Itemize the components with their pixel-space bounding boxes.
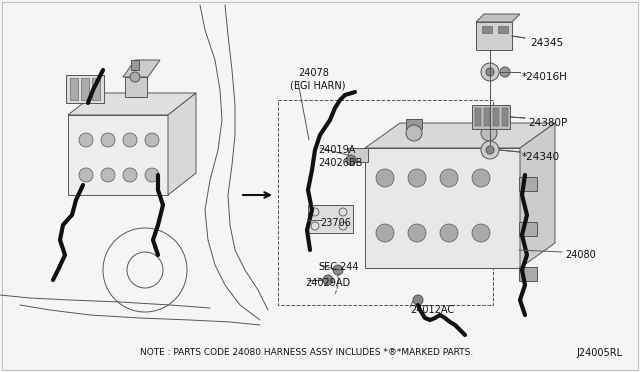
Circle shape	[123, 168, 137, 182]
Polygon shape	[520, 123, 555, 268]
Polygon shape	[365, 123, 555, 148]
Circle shape	[145, 133, 159, 147]
Text: 24380P: 24380P	[528, 118, 567, 128]
Bar	[131, 60, 139, 70]
Text: 24012AC: 24012AC	[410, 305, 454, 315]
Text: 24345: 24345	[530, 38, 563, 48]
Circle shape	[101, 168, 115, 182]
Circle shape	[472, 169, 490, 187]
Polygon shape	[476, 14, 520, 22]
Polygon shape	[68, 93, 196, 115]
Bar	[502, 108, 508, 126]
Circle shape	[481, 141, 499, 159]
Bar	[476, 22, 512, 50]
Circle shape	[376, 169, 394, 187]
Text: SEC.244: SEC.244	[318, 262, 358, 272]
Circle shape	[481, 63, 499, 81]
Circle shape	[323, 275, 333, 285]
Circle shape	[123, 133, 137, 147]
Circle shape	[500, 67, 510, 77]
Bar	[519, 267, 537, 281]
Circle shape	[79, 133, 93, 147]
Bar	[519, 222, 537, 236]
Circle shape	[413, 295, 423, 305]
Text: J24005RL: J24005RL	[576, 348, 622, 358]
Text: NOTE : PARTS CODE 24080 HARNESS ASSY INCLUDES *®*MARKED PARTS.: NOTE : PARTS CODE 24080 HARNESS ASSY INC…	[140, 348, 473, 357]
Polygon shape	[365, 148, 520, 268]
Text: *24340: *24340	[522, 152, 560, 162]
Circle shape	[333, 265, 343, 275]
Circle shape	[346, 155, 356, 165]
Circle shape	[486, 68, 494, 76]
Circle shape	[406, 125, 422, 141]
Text: 24026BB: 24026BB	[318, 158, 362, 168]
Circle shape	[79, 168, 93, 182]
Polygon shape	[123, 60, 160, 77]
Bar	[348, 148, 368, 162]
Circle shape	[440, 224, 458, 242]
Bar	[66, 75, 104, 103]
Circle shape	[130, 72, 140, 82]
Bar	[278, 100, 493, 305]
Circle shape	[408, 169, 426, 187]
Bar	[308, 205, 353, 233]
Circle shape	[408, 224, 426, 242]
Bar	[81, 78, 89, 100]
Text: 24019A: 24019A	[318, 145, 355, 155]
Bar	[406, 119, 422, 129]
Circle shape	[486, 146, 494, 154]
Polygon shape	[68, 115, 168, 195]
Bar	[481, 119, 497, 129]
Bar	[498, 26, 508, 33]
Bar	[482, 26, 492, 33]
Text: (EGI HARN): (EGI HARN)	[290, 80, 346, 90]
Text: *24016H: *24016H	[522, 72, 568, 82]
Bar	[475, 108, 481, 126]
Bar	[493, 108, 499, 126]
Circle shape	[440, 169, 458, 187]
Bar	[519, 177, 537, 191]
Text: 24078: 24078	[298, 68, 329, 78]
Circle shape	[472, 224, 490, 242]
Text: 23706: 23706	[320, 218, 351, 228]
Bar	[70, 78, 78, 100]
Polygon shape	[168, 93, 196, 195]
Circle shape	[376, 224, 394, 242]
Bar	[125, 77, 147, 97]
Text: 24029AD: 24029AD	[305, 278, 350, 288]
Bar	[484, 108, 490, 126]
Bar	[92, 78, 100, 100]
Bar	[472, 105, 510, 129]
Circle shape	[145, 168, 159, 182]
Text: 24080: 24080	[565, 250, 596, 260]
Circle shape	[481, 125, 497, 141]
Circle shape	[101, 133, 115, 147]
